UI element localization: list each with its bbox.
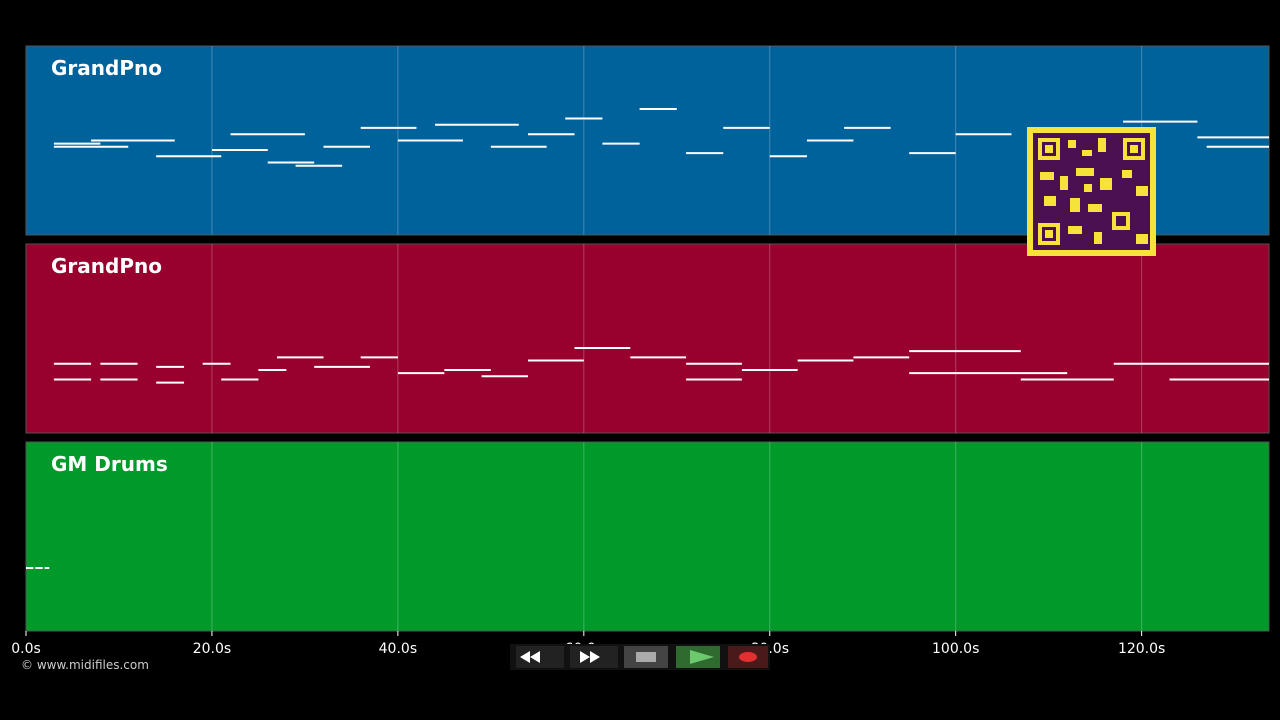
track-name: GrandPno bbox=[51, 56, 162, 80]
x-tick-label: 20.0s bbox=[193, 641, 231, 657]
x-tick-label: 100.0s bbox=[932, 641, 979, 657]
x-tick-label: 40.0s bbox=[379, 641, 417, 657]
track-panel bbox=[25, 243, 1270, 434]
record-button[interactable] bbox=[728, 646, 768, 668]
x-tick-label: 120.0s bbox=[1118, 641, 1165, 657]
play-button[interactable] bbox=[676, 646, 720, 668]
track-name: GM Drums bbox=[51, 452, 168, 476]
stop-button[interactable] bbox=[624, 646, 668, 668]
forward-button[interactable] bbox=[570, 646, 618, 668]
x-tick-label: 0.0s bbox=[11, 641, 41, 657]
transport-controls bbox=[510, 644, 770, 670]
rewind-button[interactable] bbox=[516, 646, 564, 668]
qr-code bbox=[1027, 127, 1156, 256]
copyright: © www.midifiles.com bbox=[21, 658, 149, 672]
track-panel bbox=[25, 441, 1270, 632]
track-name: GrandPno bbox=[51, 254, 162, 278]
